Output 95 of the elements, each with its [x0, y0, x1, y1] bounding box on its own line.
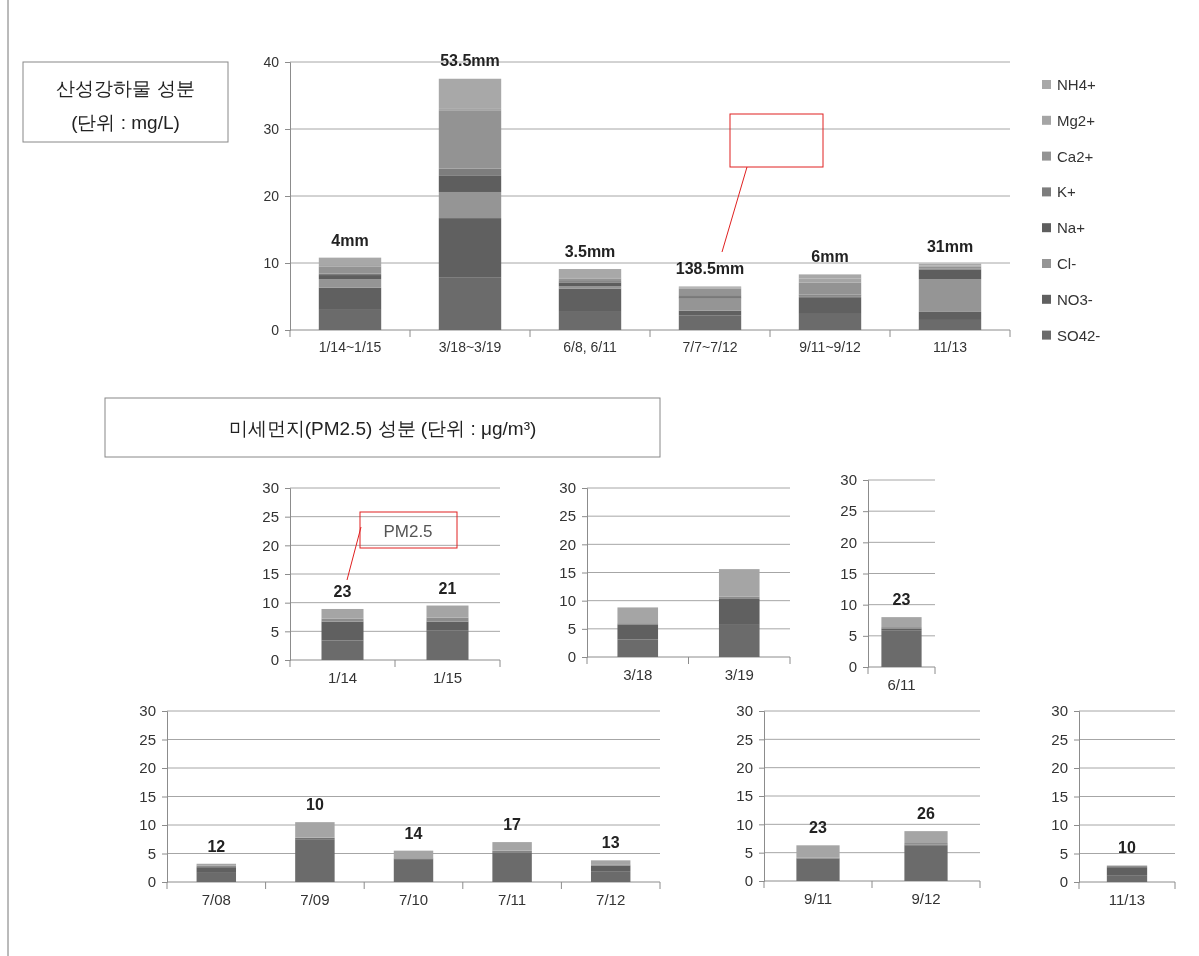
- annotation: 4mm: [331, 231, 369, 249]
- x-tick-label: 7/09: [300, 890, 330, 908]
- annotation: 6mm: [811, 248, 849, 266]
- y-tick-label: 0: [270, 651, 279, 669]
- legend-label: Cl-: [1057, 255, 1077, 272]
- x-tick-label: 11/13: [1108, 890, 1146, 908]
- annotation: 23: [333, 582, 352, 600]
- y-tick-label: 20: [559, 535, 576, 553]
- annotation: 10: [306, 796, 324, 814]
- y-tick-label: 5: [744, 843, 753, 861]
- y-tick-label: 5: [848, 627, 857, 645]
- annotation: 12: [207, 837, 226, 855]
- annotation: PM2.5: [383, 522, 433, 541]
- y-tick-label: 25: [1051, 730, 1068, 748]
- y-tick-label: 10: [559, 591, 576, 609]
- annotation: 21: [438, 579, 457, 597]
- y-tick-label: 5: [147, 844, 156, 862]
- legend-label: Na+: [1057, 219, 1086, 237]
- y-tick-label: 30: [1051, 702, 1068, 720]
- y-tick-label: 20: [139, 759, 156, 777]
- annotation: 31mm: [926, 237, 974, 255]
- y-tick-label: 15: [1051, 787, 1068, 805]
- x-tick-label: 7/7~7/12: [682, 338, 738, 355]
- legend-label: NH4+: [1057, 76, 1097, 93]
- y-tick-label: 30: [262, 479, 279, 497]
- x-tick-label: 9/11~9/12: [799, 338, 862, 355]
- y-tick-label: 10: [139, 816, 156, 834]
- legend-label: Mg2+: [1057, 111, 1096, 129]
- y-tick-label: 20: [1051, 759, 1068, 777]
- annotation: 10: [1118, 838, 1136, 856]
- y-tick-label: 25: [559, 507, 576, 525]
- y-tick-label: 15: [139, 787, 156, 805]
- y-tick-label: 30: [840, 471, 857, 489]
- y-tick-label: 25: [840, 502, 857, 520]
- y-tick-label: 10: [262, 593, 279, 611]
- annotation: 13: [601, 834, 620, 852]
- y-tick-label: 30: [139, 702, 156, 720]
- legend-label: Ca2+: [1057, 147, 1094, 165]
- x-tick-label: 7/11: [498, 890, 527, 908]
- y-tick-label: 0: [147, 873, 156, 891]
- y-tick-label: 0: [744, 872, 753, 890]
- y-tick-label: 10: [1051, 816, 1068, 834]
- y-tick-label: 25: [262, 507, 279, 525]
- annotation: 53.5mm: [440, 52, 500, 70]
- y-tick-label: 20: [262, 536, 279, 554]
- x-tick-label: 9/12: [911, 889, 941, 907]
- y-tick-label: 5: [567, 620, 576, 638]
- y-tick-label: 15: [262, 565, 279, 583]
- y-tick-label: 5: [1059, 844, 1068, 862]
- y-tick-label: 10: [736, 815, 753, 833]
- x-tick-label: 1/14~1/15: [318, 338, 382, 355]
- y-tick-label: 0: [567, 648, 576, 666]
- annotation: 23: [809, 819, 827, 837]
- x-tick-label: 1/14: [327, 668, 358, 686]
- y-tick-label: 10: [840, 595, 857, 613]
- x-tick-label: 7/12: [596, 890, 626, 908]
- y-tick-label: 0: [1059, 873, 1068, 891]
- y-tick-label: 25: [139, 730, 156, 748]
- x-tick-label: 7/10: [398, 890, 429, 908]
- annotation: 14: [404, 824, 423, 842]
- x-tick-label: 6/8, 6/11: [563, 338, 617, 355]
- annotation: 23: [892, 591, 911, 609]
- y-tick-label: 5: [270, 622, 279, 640]
- y-tick-label: 15: [559, 563, 576, 581]
- y-tick-label: 30: [559, 479, 576, 497]
- x-tick-label: 7/08: [201, 890, 231, 908]
- y-tick-label: 25: [736, 730, 753, 748]
- legend-label: NO3-: [1057, 290, 1093, 308]
- y-tick-label: 20: [736, 758, 753, 776]
- x-tick-label: 11/13: [933, 338, 968, 355]
- annotation: 17: [503, 816, 522, 834]
- y-tick-label: 15: [840, 564, 857, 582]
- y-tick-label: 20: [263, 187, 280, 204]
- x-tick-label: 9/11: [803, 889, 833, 907]
- y-tick-label: 20: [840, 533, 857, 551]
- y-tick-label: 30: [736, 702, 753, 720]
- y-tick-label: 10: [263, 254, 280, 271]
- y-tick-label: 30: [263, 120, 280, 137]
- legend-label: SO42-: [1057, 326, 1101, 344]
- chart-title: 미세먼지(PM2.5) 성분 (단위 : μg/m³): [228, 417, 537, 439]
- text: 산성강하물 성분: [56, 78, 195, 99]
- y-tick-label: 40: [263, 53, 280, 70]
- y-tick-label: 0: [848, 658, 857, 676]
- x-tick-label: 3/18: [623, 665, 653, 683]
- y-tick-label: 0: [271, 321, 280, 338]
- text: (단위 : mg/L): [71, 112, 180, 133]
- x-tick-label: 1/15: [432, 668, 463, 686]
- annotation: 3.5mm: [564, 243, 616, 261]
- legend-label: K+: [1057, 183, 1076, 201]
- y-tick-label: 15: [736, 787, 753, 805]
- x-tick-label: 3/18~3/19: [438, 338, 502, 355]
- x-tick-label: 6/11: [887, 675, 916, 693]
- annotation: 26: [917, 805, 935, 823]
- annotation: 138.5mm: [675, 260, 745, 278]
- x-tick-label: 3/19: [724, 665, 754, 683]
